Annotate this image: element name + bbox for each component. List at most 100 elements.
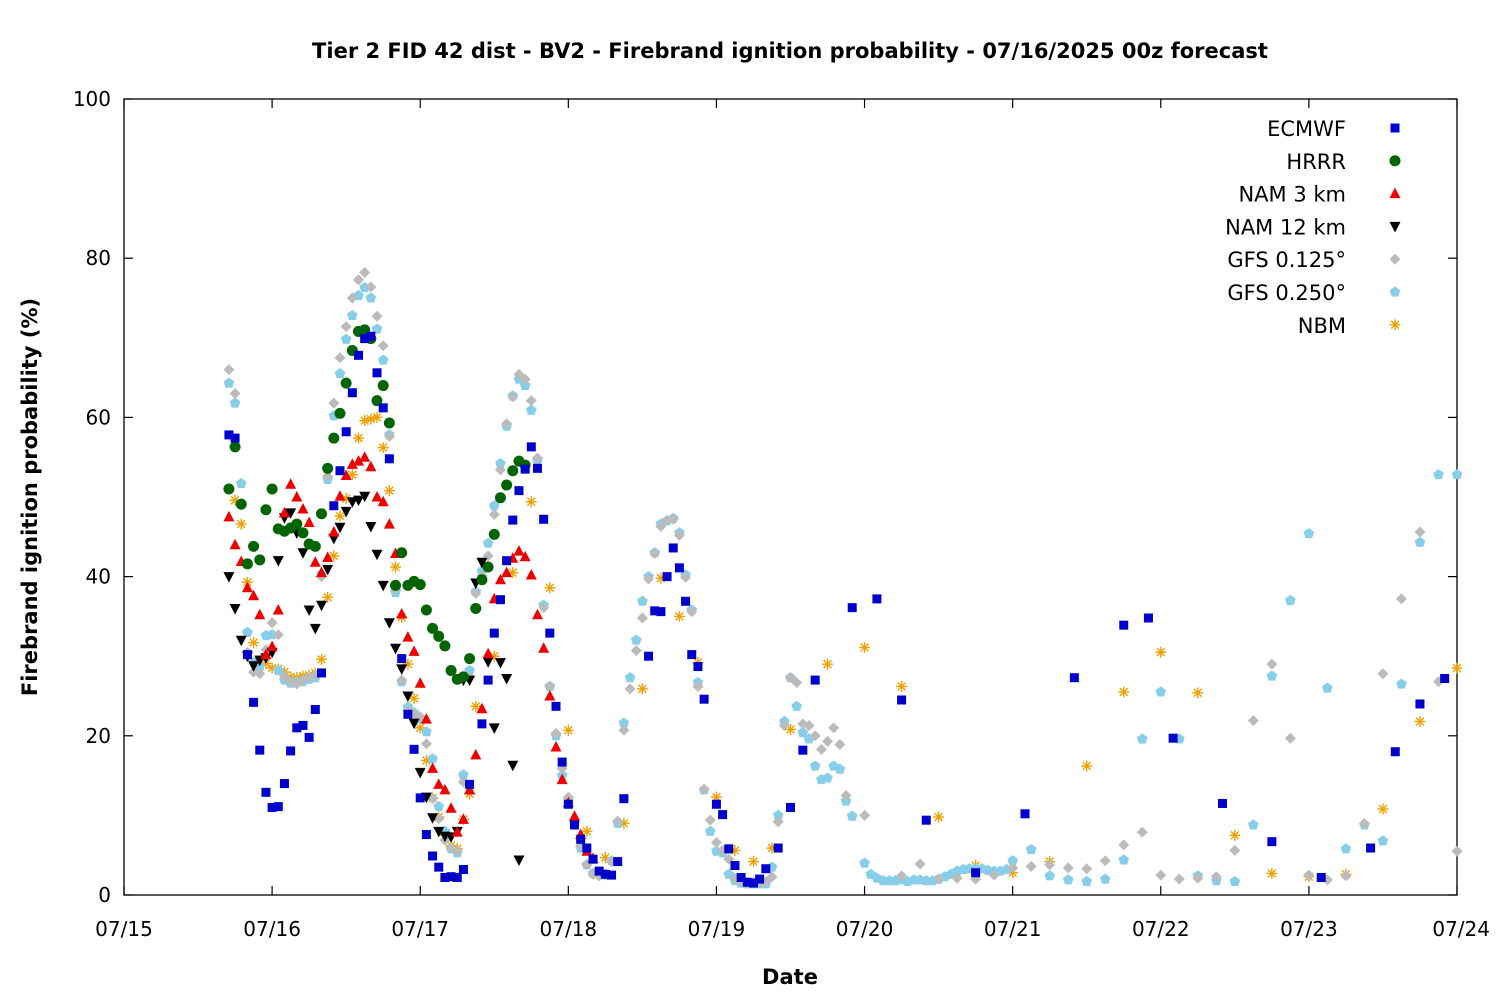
data-point <box>365 460 377 472</box>
data-point <box>278 506 290 518</box>
data-point <box>761 864 771 874</box>
legend-marker <box>1389 253 1401 265</box>
data-point <box>304 732 314 742</box>
y-tick-label: 60 <box>86 405 111 429</box>
data-point <box>1366 843 1376 853</box>
data-point <box>1451 845 1463 857</box>
data-point <box>439 783 451 795</box>
data-point <box>1099 855 1111 867</box>
data-point <box>488 500 500 511</box>
data-point <box>971 868 981 878</box>
data-point <box>414 767 426 779</box>
data-point <box>636 683 648 695</box>
data-point <box>618 717 630 728</box>
y-tick-label: 0 <box>98 883 111 907</box>
data-point <box>291 491 303 502</box>
data-point <box>235 498 247 510</box>
data-point <box>569 810 581 821</box>
data-point <box>402 691 414 702</box>
data-point <box>433 801 445 812</box>
data-point <box>470 602 482 614</box>
data-point <box>334 510 346 522</box>
legend-label: GFS 0.250° <box>1227 281 1346 305</box>
data-point <box>594 866 604 876</box>
data-point <box>254 554 266 566</box>
data-point <box>359 491 371 503</box>
data-point <box>1303 528 1315 539</box>
data-point <box>1414 526 1426 538</box>
data-point <box>482 657 494 668</box>
data-point <box>315 653 327 665</box>
data-point <box>279 779 289 789</box>
data-point <box>1007 862 1019 874</box>
data-point <box>458 865 468 875</box>
data-point <box>730 861 740 871</box>
data-point <box>261 787 271 797</box>
data-point <box>272 664 284 676</box>
series-nam-3-km <box>223 451 599 863</box>
data-point <box>464 653 476 665</box>
data-point <box>266 483 278 495</box>
x-tick-label: 07/21 <box>984 917 1042 941</box>
data-point <box>470 587 482 599</box>
data-point <box>353 495 365 507</box>
data-point <box>494 464 506 476</box>
data-point <box>421 830 431 840</box>
data-point <box>285 478 297 489</box>
data-point <box>420 738 432 750</box>
data-point <box>433 826 445 838</box>
data-point <box>365 292 377 303</box>
data-point <box>229 441 241 453</box>
data-point <box>1020 809 1030 819</box>
series-hrrr <box>223 324 531 685</box>
data-point <box>1396 678 1407 689</box>
legend: ECMWF HRRR NAM 3 km NAM 12 km GFS 0.125° GFS … <box>1225 117 1401 338</box>
data-point <box>285 508 297 519</box>
data-point <box>315 600 327 612</box>
data-point <box>242 650 252 660</box>
data-point <box>600 869 610 879</box>
data-point <box>427 753 438 764</box>
data-point <box>545 628 555 638</box>
data-point <box>439 640 451 652</box>
data-point <box>451 845 463 857</box>
data-point <box>637 595 648 606</box>
data-point <box>329 501 339 511</box>
data-point <box>1118 854 1130 865</box>
data-point <box>309 556 321 567</box>
x-axis-title: Date <box>762 965 818 989</box>
data-point <box>1143 613 1153 623</box>
data-point <box>1316 872 1326 882</box>
data-point <box>815 743 827 755</box>
data-point <box>520 464 530 474</box>
data-point <box>1247 715 1259 727</box>
data-point <box>353 274 365 286</box>
data-point <box>1173 873 1185 885</box>
data-point <box>433 630 445 642</box>
data-point <box>1192 872 1204 884</box>
legend-label: ECMWF <box>1267 117 1346 141</box>
data-point <box>624 683 636 695</box>
data-point <box>340 321 352 333</box>
data-point <box>273 802 283 812</box>
data-point <box>383 485 395 497</box>
data-point <box>846 810 858 821</box>
data-point <box>656 607 666 617</box>
data-point <box>383 518 395 529</box>
data-point <box>229 388 241 400</box>
data-point <box>822 735 834 747</box>
data-point <box>483 675 493 685</box>
data-point <box>834 763 846 774</box>
data-point <box>1340 870 1352 882</box>
data-point <box>1025 860 1037 872</box>
x-tick-label: 07/20 <box>836 917 894 941</box>
data-point <box>341 427 351 437</box>
data-point <box>872 594 882 604</box>
data-point <box>347 388 357 398</box>
data-point <box>680 571 692 583</box>
data-point <box>1267 837 1277 847</box>
data-point <box>1062 862 1074 874</box>
legend-label: HRRR <box>1286 150 1346 174</box>
data-point <box>551 701 561 711</box>
data-point <box>687 650 697 660</box>
